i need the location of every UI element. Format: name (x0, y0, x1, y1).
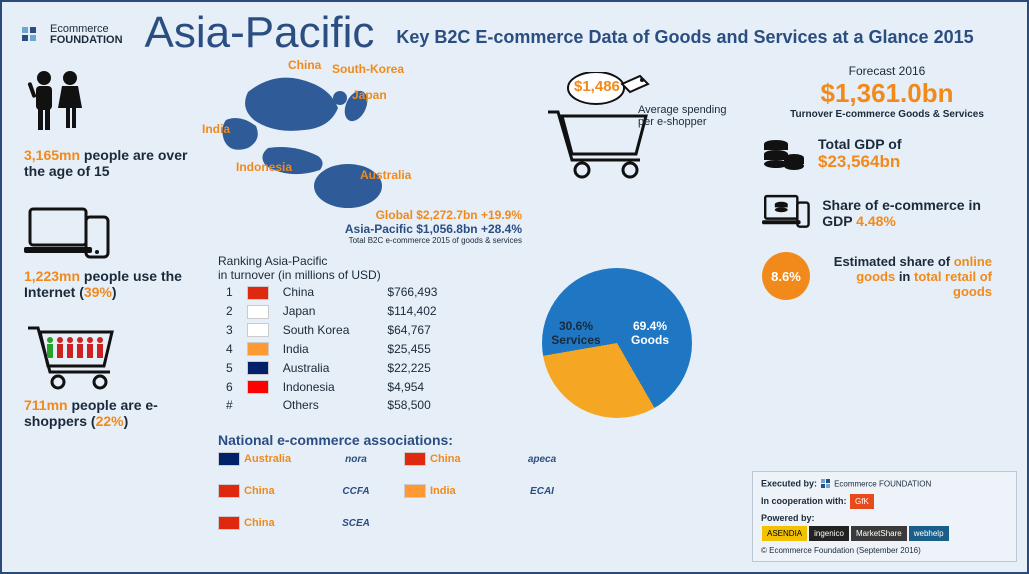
association-logo: apeca (502, 454, 582, 465)
logo-text-bottom: FOUNDATION (50, 35, 123, 46)
foundation-small-text: Ecommerce FOUNDATION (834, 479, 931, 488)
partner-logo: MarketShare (851, 526, 907, 541)
forecast-heading: Forecast 2016 (762, 64, 1012, 78)
og-d: total retail of goods (914, 269, 992, 299)
logo: Ecommerce FOUNDATION (20, 23, 123, 47)
apac-value: $1,056.8bn (416, 222, 477, 236)
association-logo: nora (316, 454, 396, 465)
stat-age15-value: 3,165mn (24, 147, 80, 163)
association-logo: SCEA (316, 518, 396, 529)
logo-icon (20, 23, 44, 47)
avg-spend-value: $1,486 (574, 78, 620, 95)
associations-panel: National e-commerce associations: Austra… (218, 432, 728, 530)
association-item: Australia (218, 452, 308, 466)
partners-row: ASENDIAingenicoMarketSharewebhelp (761, 525, 1008, 542)
partner-logo: ingenico (809, 526, 849, 541)
map-label-japan: Japan (352, 88, 387, 102)
apac-label: Asia-Pacific (345, 222, 416, 236)
table-row: 5Australia$22,225 (220, 359, 443, 376)
avg-spend-label: Average spending per e-shopper (638, 104, 738, 128)
association-item: China (218, 484, 308, 498)
share-gdp-value: 4.48% (856, 213, 896, 229)
turnover-caption: Total B2C e-commerce 2015 of goods & ser… (262, 236, 522, 245)
laptop-coins-icon (762, 188, 810, 238)
ranking-table: 1China$766,493 2Japan$114,402 3South Korea… (218, 282, 445, 415)
right-column: Forecast 2016 $1,361.0bn Turnover E-comm… (762, 64, 1012, 314)
ranking-title: Ranking Asia-Pacific (218, 254, 508, 268)
global-label: Global (376, 208, 417, 222)
partner-gfk: GfK (850, 494, 874, 509)
laptop-phone-icon (24, 203, 194, 268)
partner-logo: ASENDIA (762, 526, 807, 541)
ranking-panel: Ranking Asia-Pacific in turnover (in mil… (218, 254, 508, 415)
asia-pacific-map: China South-Korea Japan India Indonesia … (202, 58, 462, 228)
pie-goods-label: 69.4% Goods (620, 320, 680, 348)
page-title: Asia-Pacific (145, 8, 375, 58)
forecast-caption: Turnover E-commerce Goods & Services (762, 109, 1012, 120)
stat-age15: 3,165mn people are over the age of 15 (24, 147, 194, 179)
foundation-small-icon (820, 478, 832, 490)
forecast-value: $1,361.0bn (762, 78, 1012, 109)
coins-icon (762, 134, 806, 174)
stat-eshoppers-post: ) (124, 413, 129, 429)
map-label-india: India (202, 122, 230, 136)
og-c: in (895, 269, 914, 284)
footer-cooperation: In cooperation with: (761, 496, 847, 506)
global-value: $2,272.7bn (416, 208, 477, 222)
ranking-subtitle: in turnover (in millions of USD) (218, 268, 508, 282)
associations-title: National e-commerce associations: (218, 432, 728, 448)
og-a: Estimated share of (834, 254, 954, 269)
gdp-block: Total GDP of $23,564bn (762, 134, 1012, 174)
footer-executed: Executed by: (761, 478, 817, 488)
associations-row: Australia nora China apeca China CCFA India ECA… (218, 452, 728, 530)
map-label-skorea: South-Korea (332, 62, 404, 76)
table-row: 4India$25,455 (220, 340, 443, 357)
left-stats-column: 3,165mn people are over the age of 15 1,… (24, 68, 194, 429)
gdp-label: Total GDP of (818, 136, 901, 152)
page-subtitle: Key B2C E-commerce Data of Goods and Ser… (396, 27, 973, 48)
header: Ecommerce FOUNDATION Asia-Pacific Key B2… (2, 2, 1027, 58)
footer-copyright: © Ecommerce Foundation (September 2016) (761, 546, 1008, 555)
stat-eshoppers-pct: 22% (96, 413, 124, 429)
map-label-australia: Australia (360, 168, 411, 182)
share-gdp-block: Share of e-commerce in GDP 4.48% (762, 188, 1012, 238)
footer-powered: Powered by: (761, 513, 815, 523)
table-row: 6Indonesia$4,954 (220, 378, 443, 395)
map-label-indonesia: Indonesia (236, 160, 292, 174)
cart-people-icon (24, 322, 194, 397)
online-goods-block: 8.6% Estimated share of online goods in … (762, 252, 1012, 300)
table-row: #Others$58,500 (220, 397, 443, 413)
stat-internet-value: 1,223mn (24, 268, 80, 284)
footer-box: Executed by: Ecommerce FOUNDATION In coo… (752, 471, 1017, 562)
map-label-china: China (288, 58, 321, 72)
stat-eshoppers-value: 711mn (24, 397, 68, 413)
pie-chart: 69.4% Goods 30.6% Services (542, 268, 692, 418)
table-row: 1China$766,493 (220, 284, 443, 301)
stat-internet-post: ) (112, 284, 117, 300)
avg-spend-panel: $1,486 Average spending per e-shopper (542, 72, 742, 187)
table-row: 2Japan$114,402 (220, 303, 443, 320)
apac-growth: +28.4% (478, 222, 522, 236)
association-item: China (218, 516, 308, 530)
stat-eshoppers: 711mn people are e-shoppers (22%) (24, 397, 194, 429)
gdp-value: $23,564bn (818, 152, 900, 171)
stat-internet-pct: 39% (84, 284, 112, 300)
people-icon (24, 68, 194, 143)
global-growth: +19.9% (478, 208, 522, 222)
share-gdp-label: Share of e-commerce in GDP (822, 197, 981, 229)
forecast-block: Forecast 2016 $1,361.0bn Turnover E-comm… (762, 64, 1012, 120)
pie-services-label: 30.6% Services (546, 320, 606, 348)
association-item: China (404, 452, 494, 466)
association-item: India (404, 484, 494, 498)
association-logo: ECAI (502, 486, 582, 497)
turnover-summary: Global $2,272.7bn +19.9% Asia-Pacific $1… (262, 208, 522, 245)
table-row: 3South Korea$64,767 (220, 322, 443, 339)
partner-logo: webhelp (909, 526, 949, 541)
association-logo: CCFA (316, 486, 396, 497)
stat-internet: 1,223mn people use the Internet (39%) (24, 268, 194, 300)
online-goods-circle: 8.6% (762, 252, 810, 300)
